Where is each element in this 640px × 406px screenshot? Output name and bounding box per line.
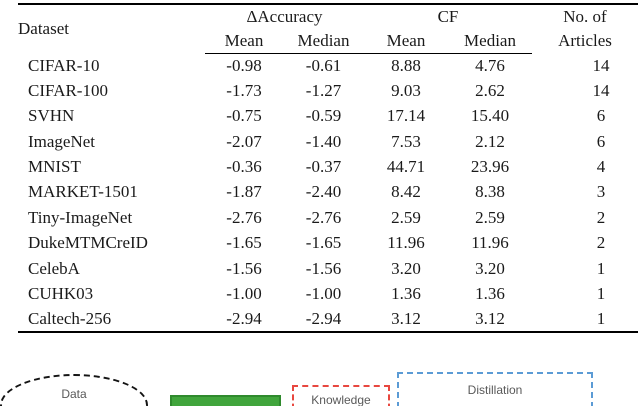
cell-cf-median: 15.40 — [470, 106, 510, 126]
col-header-articles: No. of Articles — [532, 4, 638, 53]
data-ellipse-label: Data — [61, 387, 87, 401]
cell-acc-median: -0.59 — [305, 106, 342, 126]
cell-dataset: MARKET-1501 — [28, 182, 138, 202]
cell-dataset: ImageNet — [28, 131, 96, 151]
cell-articles: 3 — [596, 182, 606, 202]
cell-articles: 1 — [596, 258, 606, 278]
cell-acc-median: -0.37 — [305, 157, 342, 177]
cell-cf-mean: 2.59 — [391, 207, 421, 227]
table-row: MNIST -0.36 -0.37 44.71 23.96 4 — [18, 154, 638, 179]
cell-dataset: Tiny-ImageNet — [28, 207, 133, 227]
cell-acc-mean: -2.94 — [226, 308, 262, 328]
cell-acc-median: -1.40 — [305, 131, 342, 151]
cell-cf-median: 3.20 — [475, 258, 505, 278]
cell-acc-mean: -1.65 — [226, 233, 262, 253]
cell-dataset: MNIST — [28, 157, 81, 177]
cell-cf-median: 2.59 — [475, 207, 505, 227]
subheader-cf-median: Median — [448, 28, 532, 54]
cell-acc-mean: -2.76 — [226, 207, 262, 227]
cell-dataset: Caltech-256 — [28, 308, 112, 328]
cell-cf-median: 3.12 — [475, 308, 505, 328]
cell-cf-mean: 8.42 — [391, 182, 421, 202]
cell-cf-median: 2.12 — [475, 131, 505, 151]
cell-articles: 14 — [592, 81, 610, 101]
cell-cf-mean: 3.20 — [391, 258, 421, 278]
knowledge-label: Knowledge — [311, 393, 371, 406]
cell-cf-median: 1.36 — [475, 283, 505, 303]
table-row: SVHN -0.75 -0.59 17.14 15.40 6 — [18, 104, 638, 129]
table-row: ImageNet -2.07 -1.40 7.53 2.12 6 — [18, 129, 638, 154]
table-row: MARKET-1501 -1.87 -2.40 8.42 8.38 3 — [18, 180, 638, 205]
cell-articles: 2 — [596, 233, 606, 253]
col-group-cf: CF — [437, 6, 459, 26]
distillation-dashed-box: Distillation — [397, 372, 593, 406]
cell-dataset: SVHN — [28, 106, 75, 126]
cell-dataset: DukeMTMCreID — [28, 233, 148, 253]
cell-dataset: CUHK03 — [28, 283, 94, 303]
cell-articles: 14 — [592, 55, 610, 75]
cell-cf-mean: 7.53 — [391, 131, 421, 151]
cell-cf-mean: 8.88 — [391, 55, 421, 75]
table-body: CIFAR-10 -0.98 -0.61 8.88 4.76 14 CIFAR-… — [18, 53, 638, 332]
green-bar-shape — [170, 395, 281, 406]
cell-acc-mean: -0.98 — [226, 55, 262, 75]
cell-acc-mean: -1.87 — [226, 182, 262, 202]
cell-acc-median: -1.00 — [305, 283, 342, 303]
cell-articles: 1 — [596, 283, 606, 303]
table-row: CelebA -1.56 -1.56 3.20 3.20 1 — [18, 256, 638, 281]
cell-cf-median: 2.62 — [475, 81, 505, 101]
cell-acc-mean: -2.07 — [226, 131, 262, 151]
table-row: CIFAR-10 -0.98 -0.61 8.88 4.76 14 — [18, 53, 638, 78]
cell-acc-median: -1.65 — [305, 233, 342, 253]
cell-acc-mean: -1.56 — [226, 258, 262, 278]
cell-dataset: CIFAR-10 — [28, 55, 100, 75]
cell-cf-mean: 44.71 — [386, 157, 426, 177]
data-ellipse-shape: Data — [0, 374, 148, 406]
col-header-dataset: Dataset — [18, 19, 69, 38]
cell-cf-mean: 1.36 — [391, 283, 421, 303]
cell-acc-median: -2.40 — [305, 182, 342, 202]
subheader-cf-mean: Mean — [364, 28, 448, 54]
table-row: CIFAR-100 -1.73 -1.27 9.03 2.62 14 — [18, 78, 638, 103]
cell-acc-median: -2.76 — [305, 207, 342, 227]
results-table: Dataset ΔAccuracy CF No. of Articles Mea… — [18, 3, 638, 333]
cell-articles: 4 — [596, 157, 606, 177]
table-header: Dataset ΔAccuracy CF No. of Articles Mea… — [18, 4, 638, 54]
cell-acc-median: -0.61 — [305, 55, 342, 75]
distillation-label: Distillation — [467, 383, 523, 397]
table-row: CUHK03 -1.00 -1.00 1.36 1.36 1 — [18, 281, 638, 306]
knowledge-dashed-box: Knowledge — [292, 385, 390, 406]
subheader-acc-median: Median — [283, 28, 364, 54]
cell-acc-mean: -0.75 — [226, 106, 262, 126]
table-row: Tiny-ImageNet -2.76 -2.76 2.59 2.59 2 — [18, 205, 638, 230]
cell-dataset: CelebA — [28, 258, 80, 278]
cell-cf-median: 23.96 — [470, 157, 510, 177]
cell-articles: 2 — [596, 207, 606, 227]
cell-cf-median: 4.76 — [475, 55, 505, 75]
cell-acc-mean: -0.36 — [226, 157, 262, 177]
cell-acc-mean: -1.73 — [226, 81, 262, 101]
col-group-delta-accuracy: ΔAccuracy — [246, 6, 323, 26]
cell-articles: 6 — [596, 106, 606, 126]
articles-header-line1: No. of — [563, 7, 607, 26]
cell-cf-median: 8.38 — [475, 182, 505, 202]
cell-acc-median: -2.94 — [305, 308, 342, 328]
cell-cf-mean: 11.96 — [387, 233, 425, 253]
cell-cf-mean: 9.03 — [391, 81, 421, 101]
articles-header-line2: Articles — [558, 31, 612, 50]
table-row: Caltech-256 -2.94 -2.94 3.12 3.12 1 — [18, 307, 638, 332]
cell-articles: 6 — [596, 131, 606, 151]
subheader-acc-mean: Mean — [205, 28, 283, 54]
cell-acc-median: -1.56 — [305, 258, 342, 278]
table-row: DukeMTMCreID -1.65 -1.65 11.96 11.96 2 — [18, 231, 638, 256]
cell-acc-mean: -1.00 — [226, 283, 262, 303]
cell-cf-mean: 3.12 — [391, 308, 421, 328]
cell-dataset: CIFAR-100 — [28, 81, 108, 101]
cell-cf-median: 11.96 — [471, 233, 509, 253]
cell-acc-median: -1.27 — [305, 81, 342, 101]
cell-cf-mean: 17.14 — [386, 106, 426, 126]
cell-articles: 1 — [596, 308, 606, 328]
